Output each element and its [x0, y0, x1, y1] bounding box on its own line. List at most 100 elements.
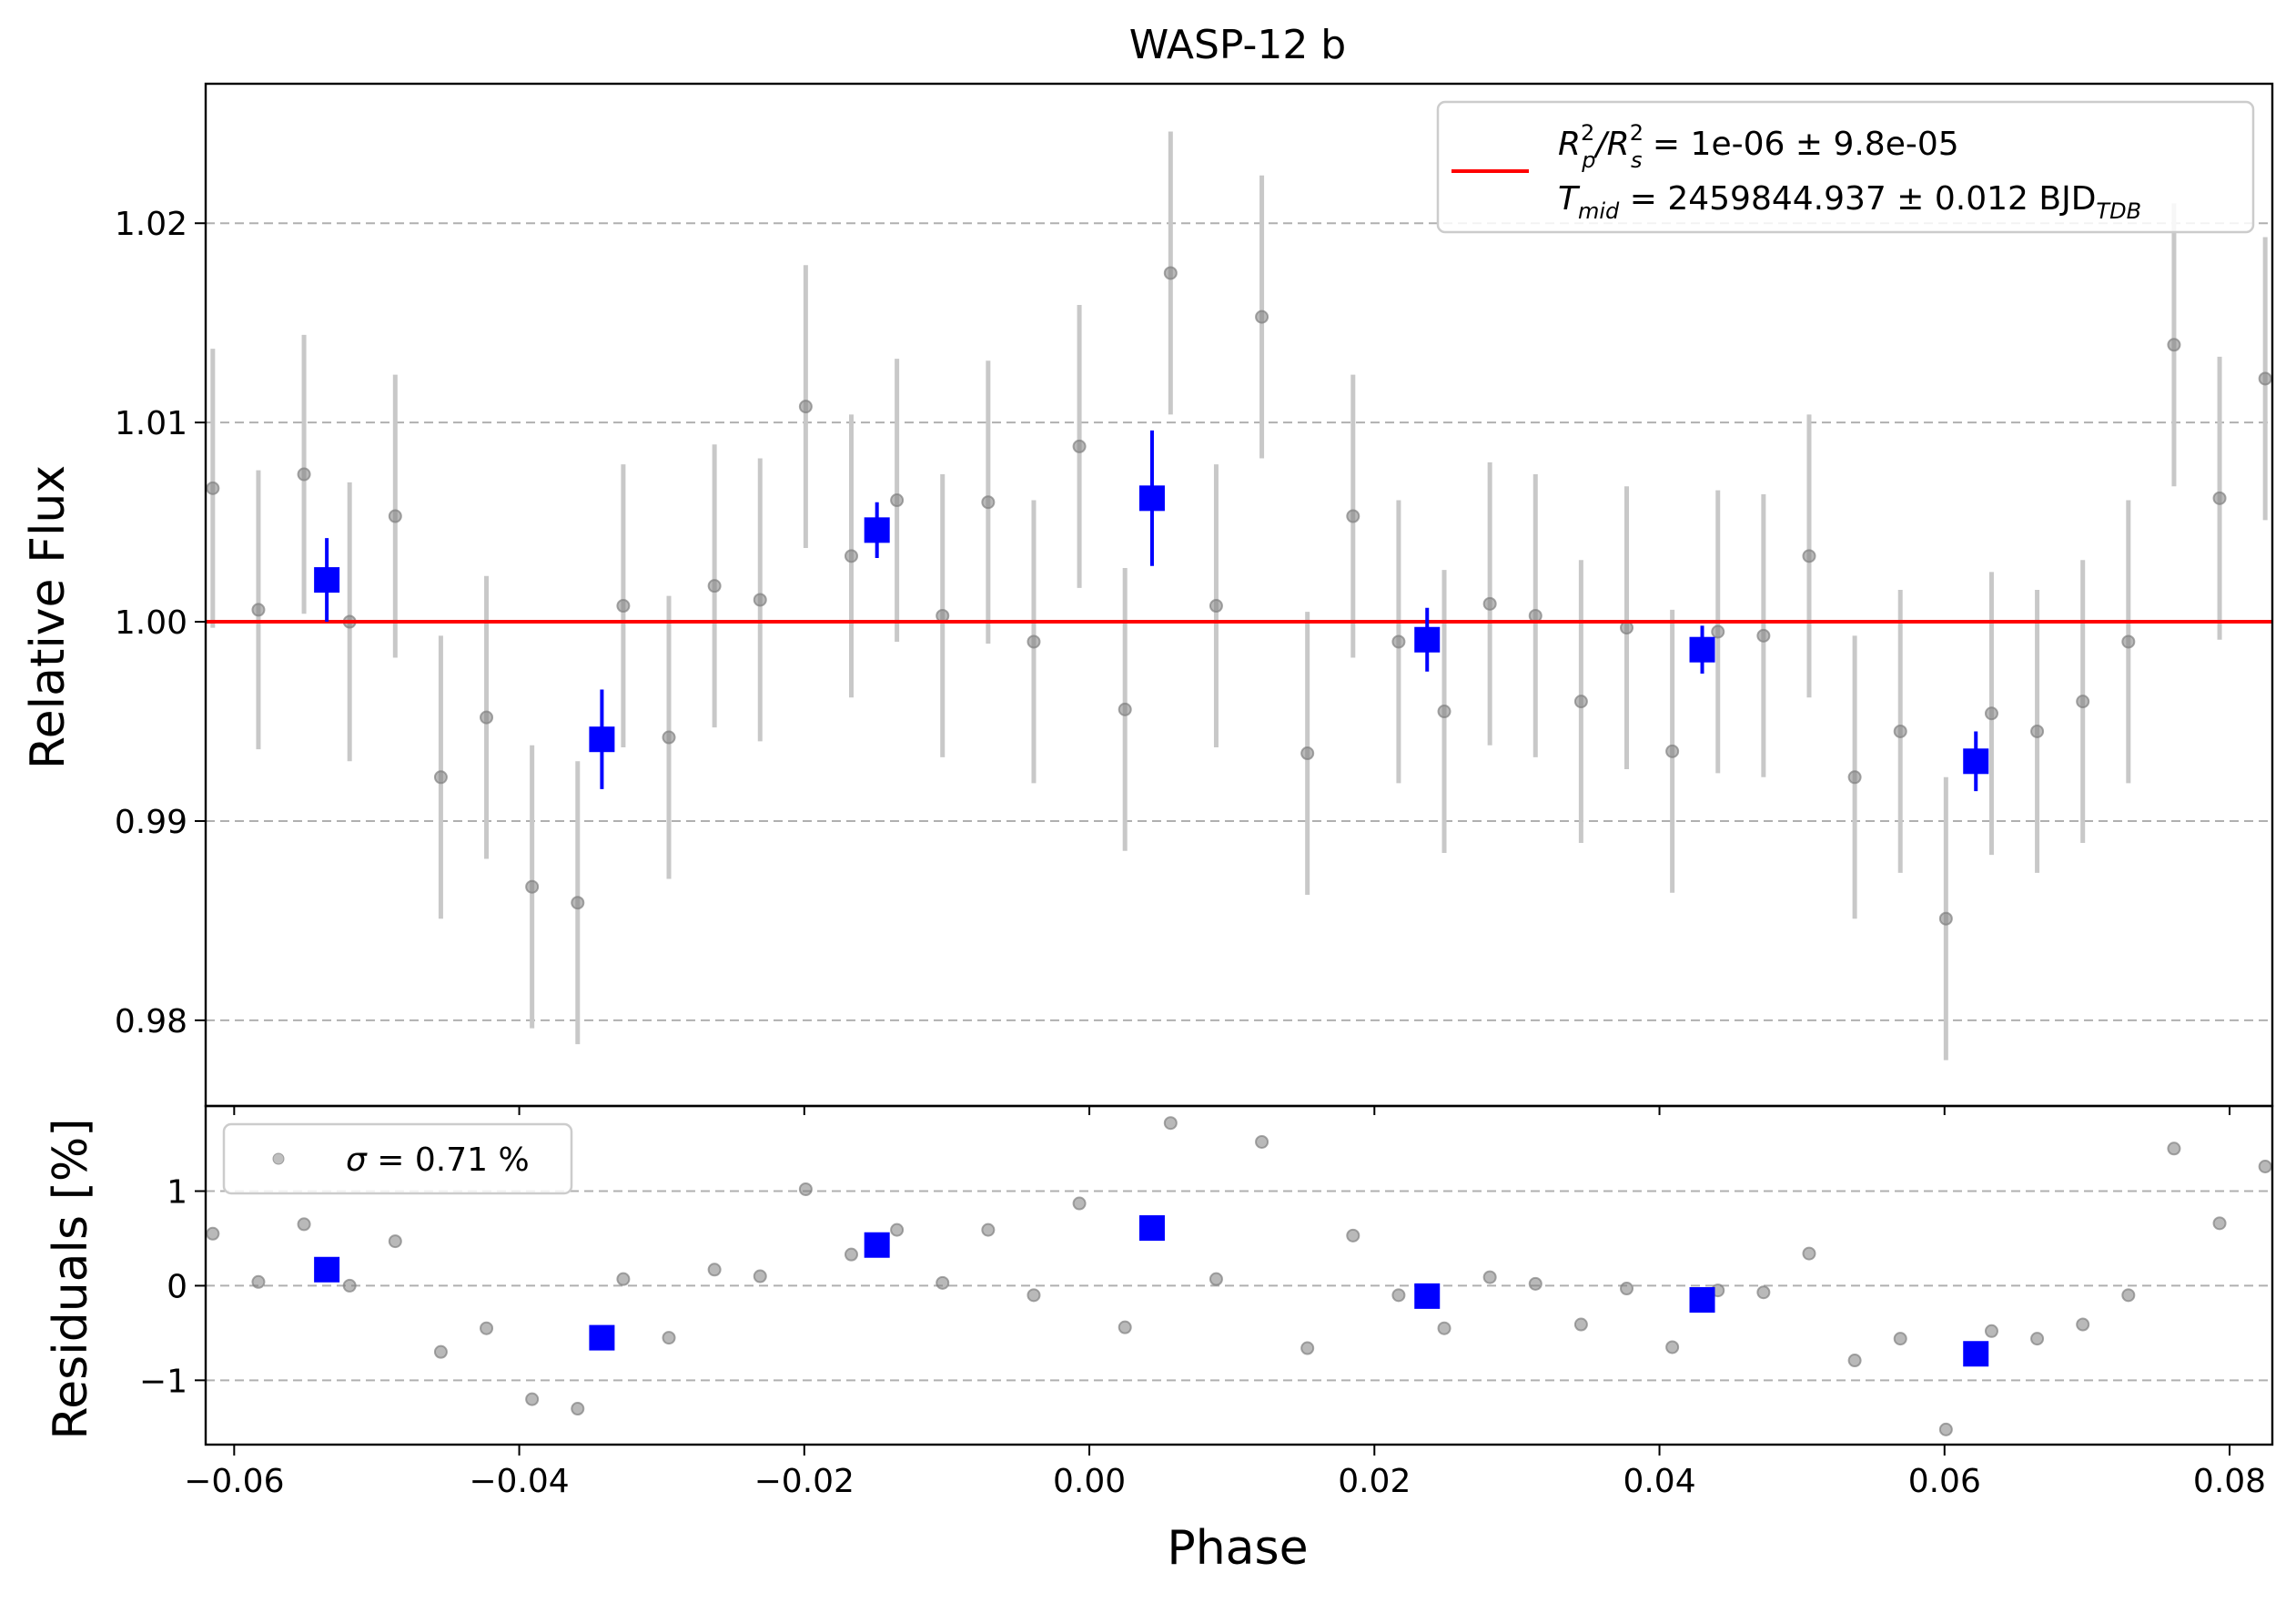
main-legend-tmid-label: Tmid = 2459844.937 ± 0.012 BJDTDB [1558, 180, 2141, 224]
main-raw-point [798, 400, 813, 414]
rp-sub2: s [1631, 147, 1643, 173]
x-tick-label: 0.00 [1053, 1463, 1126, 1500]
residual-raw-point [1482, 1270, 1497, 1284]
main-binned-point [1138, 485, 1165, 512]
x-tick-label: −0.02 [754, 1463, 855, 1500]
main-raw-point [1573, 695, 1588, 709]
main-raw-point [1756, 628, 1771, 643]
main-legend-box [1436, 100, 2255, 234]
residual-binned-point [864, 1232, 890, 1258]
main-raw-point [616, 599, 631, 614]
rp-symbol: R [1558, 126, 1581, 163]
main-raw-point [1072, 439, 1087, 453]
main-raw-point [2212, 491, 2227, 505]
residual-raw-point [1300, 1341, 1315, 1355]
residual-binned-point [314, 1256, 340, 1283]
main-raw-point [1984, 706, 1998, 721]
main-y-axis-label: Relative Flux [21, 465, 76, 769]
residual-raw-point [2258, 1160, 2272, 1174]
main-raw-point [1847, 770, 1862, 785]
residual-raw-point [798, 1182, 813, 1196]
residual-y-ticks: −1 0 1 [139, 1174, 206, 1400]
main-raw-point [2121, 634, 2136, 649]
main-raw-point [1938, 911, 1953, 926]
residual-y-tick-label: 0 [167, 1268, 187, 1305]
residual-raw-point [1072, 1196, 1087, 1211]
residual-raw-point [1391, 1288, 1406, 1303]
main-legend-rp-label: R2 p/R2 s = 1e-06 ± 9.8e-05 [1558, 120, 1959, 173]
residual-axes-frame [204, 1104, 2274, 1446]
residual-raw-point [981, 1223, 996, 1237]
main-raw-point [890, 493, 905, 508]
main-raw-point [1711, 624, 1725, 639]
x-tick-label: 0.02 [1338, 1463, 1411, 1500]
main-binned-point [864, 517, 890, 543]
residual-x-ticks: −0.06 −0.04 −0.02 0.00 0.02 0.04 0.06 0.08 [184, 1106, 2266, 1500]
main-y-ticks: 0.98 0.99 1.00 1.01 1.02 [115, 206, 206, 1040]
main-raw-point [1163, 266, 1178, 280]
residual-raw-point [251, 1274, 266, 1289]
main-raw-point [1118, 702, 1132, 716]
residual-raw-point [1573, 1317, 1588, 1332]
main-raw-point [1209, 599, 1223, 614]
main-raw-point [1482, 596, 1497, 611]
main-binned-point [1689, 636, 1715, 663]
residual-raw-point [388, 1234, 402, 1249]
residual-raw-point [1118, 1320, 1132, 1334]
residual-raw-point [1802, 1246, 1816, 1261]
main-raw-point [1027, 634, 1041, 649]
residual-raw-point [1528, 1276, 1542, 1291]
main-y-tick-label: 1.00 [115, 604, 187, 642]
residual-binned-point [589, 1324, 615, 1351]
residual-y-tick-label: −1 [139, 1363, 187, 1400]
residual-binned-point [1963, 1341, 1989, 1367]
main-raw-point [844, 549, 858, 563]
residual-legend-label: σ = 0.71 % [346, 1141, 530, 1179]
residual-panel: −1 0 1 −0.06 −0.04 −0.02 0.00 0.02 0.04 0.06 0.08… [44, 1104, 2274, 1576]
main-panel: 0.980.991.001.011.02 Relative Flux R2 p/R… [21, 82, 2274, 1108]
residual-raw-point [753, 1269, 767, 1283]
residual-raw-point [206, 1226, 220, 1241]
main-raw-point [1255, 309, 1269, 324]
main-y-tick-label: 0.98 [115, 1003, 187, 1040]
main-raw-point [388, 509, 402, 523]
x-tick-label: 0.04 [1623, 1463, 1695, 1500]
residual-raw-point [2121, 1288, 2136, 1303]
main-raw-point [707, 579, 722, 594]
residual-binned-point [1414, 1283, 1441, 1309]
x-tick-label: −0.04 [469, 1463, 569, 1500]
rp-value: = 1e-06 ± 9.8e-05 [1642, 126, 1958, 163]
main-raw-point [1893, 724, 1907, 738]
main-raw-point [1802, 549, 1816, 563]
residual-raw-point [2030, 1332, 2045, 1346]
main-raw-point [753, 593, 767, 607]
x-tick-label: 0.08 [2193, 1463, 2266, 1500]
residual-raw-point [1620, 1282, 1634, 1296]
main-raw-point [1620, 621, 1634, 635]
residual-raw-point [480, 1321, 494, 1335]
sigma-value: = 0.71 % [367, 1141, 530, 1179]
main-raw-point [662, 730, 676, 745]
residual-raw-point [1847, 1354, 1862, 1368]
residual-raw-point [525, 1392, 540, 1406]
residual-raw-point [1346, 1228, 1360, 1243]
main-raw-point [1346, 509, 1360, 523]
tmid-unit-sub: TDB [2096, 198, 2141, 224]
main-raw-point [206, 481, 220, 495]
main-binned-point [589, 726, 615, 753]
main-y-tick-label: 1.01 [115, 405, 187, 442]
main-raw-point [433, 770, 448, 785]
rp-slash: /R [1593, 126, 1630, 163]
residual-binned-points [314, 1215, 1989, 1367]
main-binned-point [314, 567, 340, 594]
main-raw-point [936, 608, 950, 623]
residual-y-tick-label: 1 [167, 1174, 187, 1212]
sigma-symbol: σ [346, 1141, 368, 1179]
residual-raw-point [1255, 1134, 1269, 1149]
tmid-sub: mid [1578, 198, 1620, 224]
residual-raw-point [2212, 1216, 2227, 1231]
main-binned-points [314, 430, 1989, 792]
residual-raw-point [844, 1247, 858, 1262]
